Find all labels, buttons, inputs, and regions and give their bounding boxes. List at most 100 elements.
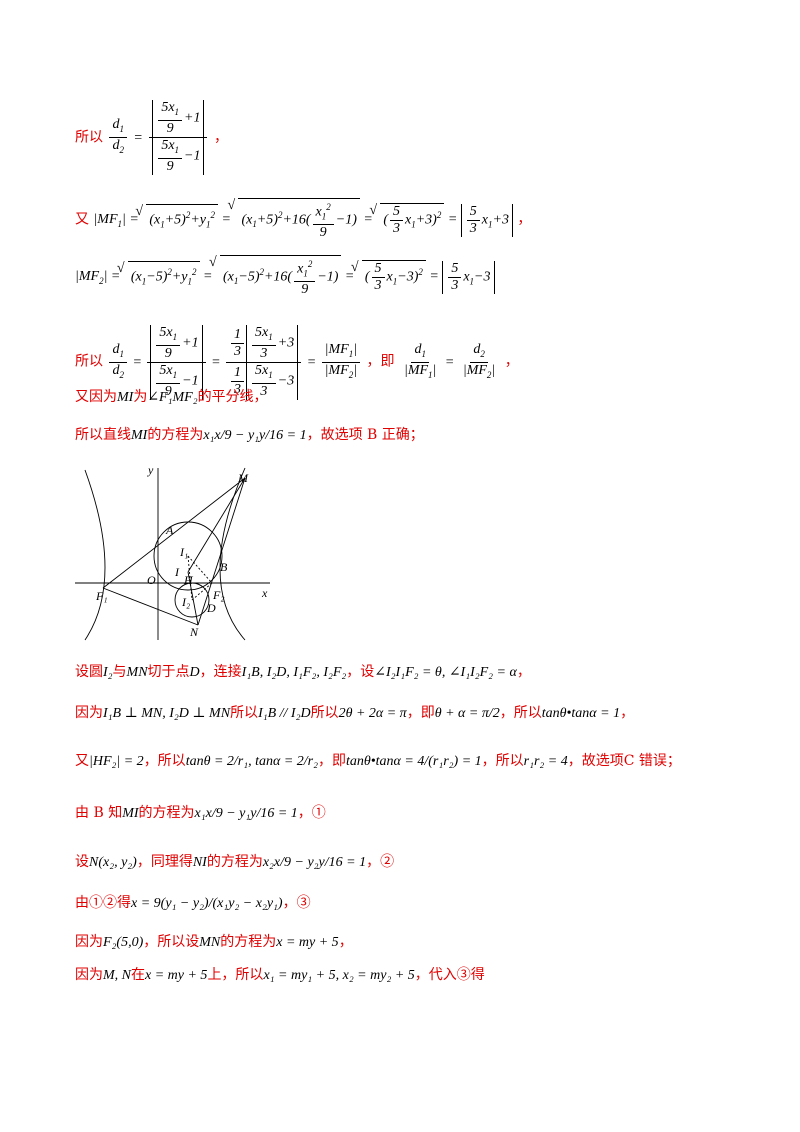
line-F2: 因为F₂(5,0)，所以设MN的方程为x = my + 5， xyxy=(75,932,353,953)
right-branch xyxy=(219,467,246,641)
text-d: ，代入③得 xyxy=(414,967,485,983)
text-c: ，即 xyxy=(318,753,346,769)
math-MI: MI xyxy=(117,390,134,405)
label-A: A xyxy=(165,523,174,537)
text-d: ， xyxy=(338,934,353,950)
math-MN: MN xyxy=(126,665,148,680)
text-c: 的方程为 xyxy=(220,934,277,950)
line-MF1: 又 |MF1| = (x1+5)2+y12 = (x1+5)2+16(x129−… xyxy=(75,196,532,241)
label-H: H xyxy=(183,573,194,587)
label-F2: F₂ xyxy=(212,588,225,602)
left-branch xyxy=(84,469,106,641)
label-D: D xyxy=(206,601,216,615)
frac-d1-d2: d1 d2 xyxy=(109,117,127,158)
math-MN-pts: M, N xyxy=(103,968,131,983)
math-eq-MI: x₁x/9 − y₁y/16 = 1 xyxy=(194,806,298,821)
math-HF2: |HF₂| = 2 xyxy=(89,754,144,769)
text-tail: ， xyxy=(517,211,532,228)
frac-abs-ratio: 5x1 9 +1 5x1 9 −1 xyxy=(149,100,208,175)
text-b: 在 xyxy=(131,967,145,983)
line-subst: 因为M, N在x = my + 5上，所以x₁ = my₁ + 5, x₂ = … xyxy=(75,965,485,986)
text-a: 所以直线 xyxy=(75,427,131,443)
text-d: ，所以 xyxy=(481,753,524,769)
math-eq-NI: x₂x/9 − y₂y/16 = 1 xyxy=(262,855,367,870)
line-eq3: 由①②得x = 9(y₁ − y₂)/(x₁y₂ − x₂y₁)，③ xyxy=(75,893,311,914)
math-r1r2: r₁r₂ = 4 xyxy=(523,754,568,769)
text-tail: ， xyxy=(504,353,519,370)
text-a: 因为 xyxy=(75,705,103,721)
text-a: 由①②得 xyxy=(75,895,131,911)
text-b: ，所以设 xyxy=(143,934,200,950)
line-r1r2: 又|HF₂| = 2，所以tanθ = 2/r₁, tanα = 2/r₂，即t… xyxy=(75,751,681,772)
text-b: ，所以 xyxy=(143,753,186,769)
text-b: ，同理得 xyxy=(136,854,193,870)
label-O: O xyxy=(147,573,156,587)
math-MI: MI xyxy=(131,428,148,443)
text-f: ， xyxy=(516,664,531,680)
text-c: ，故选项 B 正确； xyxy=(306,427,424,443)
line-MI xyxy=(187,477,246,573)
line-eq2: 设N(x₂, y₂)，同理得NI的方程为x₂x/9 − y₂y/16 = 1，② xyxy=(75,852,394,873)
text-e: ，设 xyxy=(346,664,375,680)
text-a: 又 xyxy=(75,753,89,769)
math-MN-eq: x = my + 5 xyxy=(276,935,339,950)
text-a: 又因为 xyxy=(75,389,117,405)
circle-I2 xyxy=(174,582,210,618)
line-ratio-mf: 所以 d1 d2 = 5x1 9 +1 5x1 9 −1 = 1 3 5x1 3 +3 1 3 5x1 3−… xyxy=(75,325,519,400)
text-a: 设 xyxy=(75,854,89,870)
circle-I1 xyxy=(153,521,223,591)
math-sum: 2θ + 2α = π xyxy=(338,706,407,721)
label-y: y xyxy=(147,463,154,477)
label-F1: F₁ xyxy=(95,589,108,603)
text-a: 因为 xyxy=(75,934,103,950)
math-eq-MI: x₁x/9 − y₁y/16 = 1 xyxy=(203,428,307,443)
math-I2: I₂ xyxy=(103,665,113,680)
text-c: 所以 xyxy=(310,705,339,721)
text-lead: 所以 xyxy=(75,129,103,146)
text-e: ，故选项C 错误； xyxy=(567,753,681,769)
line-MI-eq: 所以直线MI的方程为x₁x/9 − y₁y/16 = 1，故选项 B 正确； xyxy=(75,425,424,446)
dash-I2F2 xyxy=(191,582,213,601)
math-tan-prod2: tanθ•tanα = 4/(r₁r₂) = 1 xyxy=(346,754,482,769)
math-N: N(x₂, y₂) xyxy=(89,855,137,870)
math-tan-prod: tanθ•tanα = 1 xyxy=(541,706,621,721)
text-c: 的方程为 xyxy=(206,854,263,870)
line-ratio-d: 所以 d1 d2 = 5x1 9 +1 5x1 9 −1 ， xyxy=(75,100,228,175)
math-NI: NI xyxy=(192,855,207,870)
math-theta-alpha: θ + α = π/2 xyxy=(434,706,500,721)
dash-I1I2 xyxy=(187,555,193,601)
text-a: 由 B 知 xyxy=(75,805,123,821)
line-perp: 因为I₁B ⊥ MN, I₂D ⊥ MN所以I₁B // I₂D所以2θ + 2… xyxy=(75,703,634,724)
line-bisector: 又因为MI为∠F₁MF₂的平分线， xyxy=(75,387,268,408)
text-b: 与 xyxy=(112,664,127,680)
math-connect: I₁B, I₂D, I₁F₂, I₂F₂ xyxy=(241,665,347,680)
line-tangent: 设圆I₂与MN切于点D，连接I₁B, I₂D, I₁F₂, I₂F₂，设∠I₂I… xyxy=(75,662,531,683)
hyperbola-figure: y x M A I₁ B I H O F₁ F₂ I₂ D N xyxy=(75,463,270,641)
label-N: N xyxy=(189,625,199,639)
text-f: ， xyxy=(620,705,635,721)
math-x-eq: x = 9(y₁ − y₂)/(x₁y₂ − x₂y₁) xyxy=(131,896,283,911)
label-x: x xyxy=(261,586,268,600)
text-d: ，即 xyxy=(406,705,435,721)
line-eq1: 由 B 知MI的方程为x₁x/9 − y₁y/16 = 1，① xyxy=(75,803,326,824)
math-F2: F₂(5,0) xyxy=(103,935,144,950)
text-mid: ，即 xyxy=(366,353,395,370)
text-lead: 又 xyxy=(75,211,89,228)
math-D: D xyxy=(189,665,200,680)
text-e: ，所以 xyxy=(499,705,542,721)
text-a: 设圆 xyxy=(75,664,103,680)
label-M: M xyxy=(237,471,249,485)
label-I1: I₁ xyxy=(179,545,188,559)
text-b: ，③ xyxy=(282,895,311,911)
text-tail: ， xyxy=(213,129,228,146)
math-angle: ∠F₁MF₂ xyxy=(147,390,198,405)
text-b: 的方程为 xyxy=(147,427,204,443)
math-MI: MI xyxy=(122,806,139,821)
math-perp: I₁B ⊥ MN, I₂D ⊥ MN xyxy=(103,706,231,721)
text-d: ，② xyxy=(366,854,395,870)
text-c: 切于点 xyxy=(147,664,190,680)
text-b: 所以 xyxy=(230,705,259,721)
math-subst: x₁ = my₁ + 5, x₂ = my₂ + 5 xyxy=(263,968,415,983)
math-tans: tanθ = 2/r₁, tanα = 2/r₂ xyxy=(185,754,318,769)
text-c: ，① xyxy=(297,805,326,821)
